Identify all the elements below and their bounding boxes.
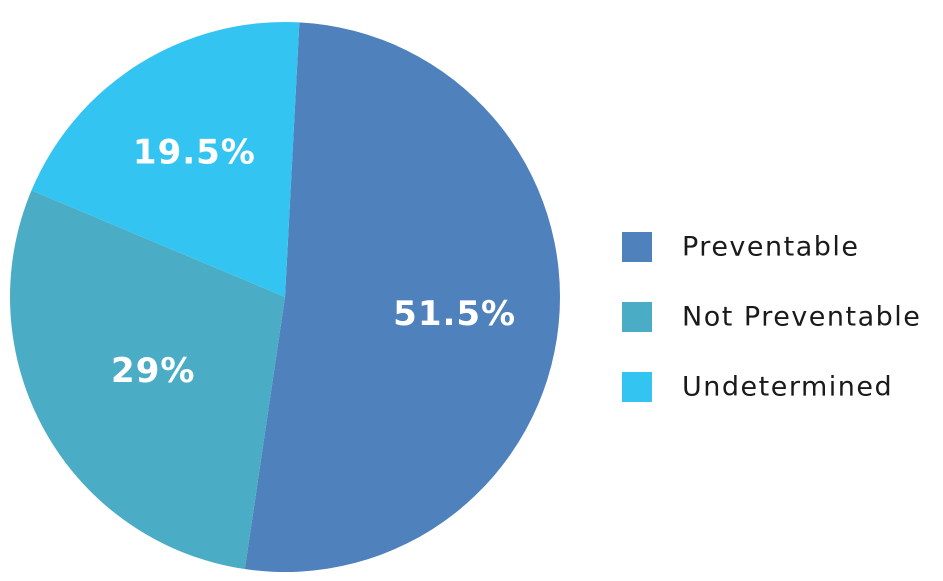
pie-slices xyxy=(9,21,561,572)
pie-slice-label-undetermined: 19.5% xyxy=(133,133,256,173)
pie-slice-preventable xyxy=(244,22,561,572)
pie-slice-labels: 51.5% 29% 19.5% xyxy=(111,133,516,392)
pie-slice-not-preventable xyxy=(9,190,286,570)
pie-slice-undetermined xyxy=(31,21,300,297)
legend-label: Undetermined xyxy=(682,372,893,403)
pie-slice-label-preventable: 51.5% xyxy=(393,294,516,334)
legend-label: Not Preventable xyxy=(682,302,921,333)
legend-swatch xyxy=(622,232,652,262)
legend-item-preventable: Preventable xyxy=(622,232,860,263)
pie-slice-label-not-preventable: 29% xyxy=(111,351,195,391)
legend-label: Preventable xyxy=(682,232,860,263)
legend-item-not-preventable: Not Preventable xyxy=(622,302,921,333)
legend-item-undetermined: Undetermined xyxy=(622,372,893,403)
legend: Preventable Not Preventable Undetermined xyxy=(622,232,921,403)
legend-swatch xyxy=(622,302,652,332)
legend-swatch xyxy=(622,372,652,402)
